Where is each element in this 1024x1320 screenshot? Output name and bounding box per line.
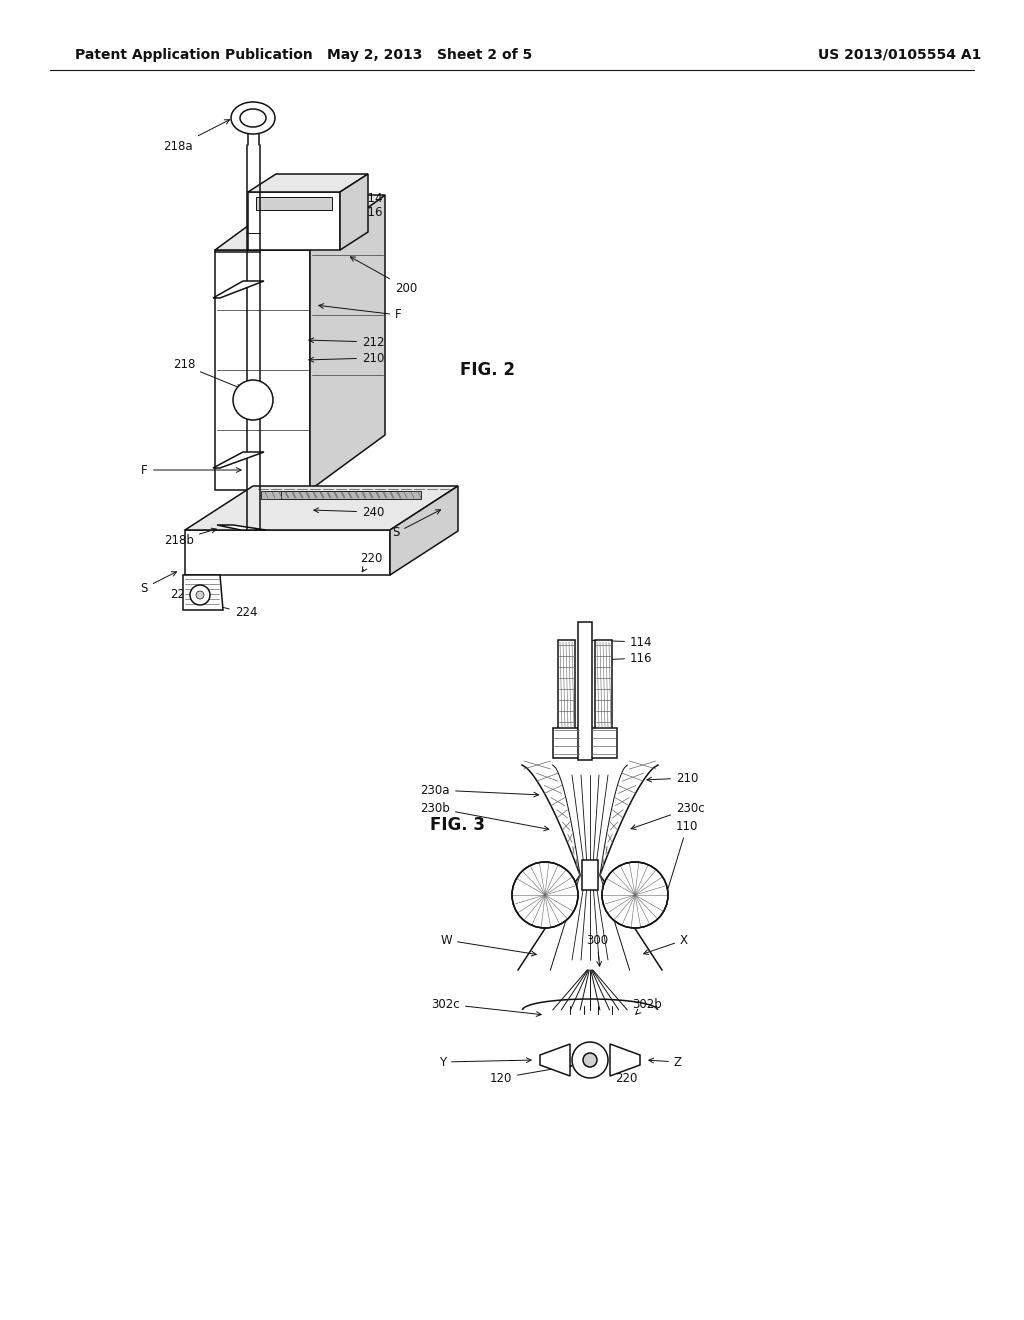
Text: US 2013/0105554 A1: US 2013/0105554 A1 xyxy=(818,48,982,62)
Polygon shape xyxy=(540,1044,570,1076)
Text: 220: 220 xyxy=(360,552,382,572)
Text: 120: 120 xyxy=(489,1064,572,1085)
Text: S: S xyxy=(140,572,176,594)
Text: 218: 218 xyxy=(173,359,242,389)
Text: 114: 114 xyxy=(586,635,652,648)
Circle shape xyxy=(233,380,273,420)
Text: 218b: 218b xyxy=(164,528,216,546)
Circle shape xyxy=(572,1041,608,1078)
Text: S: S xyxy=(392,510,440,540)
Polygon shape xyxy=(553,729,580,758)
Circle shape xyxy=(602,862,668,928)
Polygon shape xyxy=(558,640,575,730)
Polygon shape xyxy=(281,491,421,499)
Text: 240: 240 xyxy=(314,506,384,519)
Polygon shape xyxy=(610,1044,640,1076)
Text: 212: 212 xyxy=(309,335,384,348)
Polygon shape xyxy=(185,531,390,576)
Polygon shape xyxy=(215,195,385,249)
Text: F: F xyxy=(318,304,401,322)
Circle shape xyxy=(583,1053,597,1067)
Circle shape xyxy=(190,585,210,605)
Text: 230a: 230a xyxy=(421,784,539,797)
Polygon shape xyxy=(217,525,266,531)
Polygon shape xyxy=(310,195,385,490)
Text: 216: 216 xyxy=(313,206,383,228)
Text: 222: 222 xyxy=(171,589,193,602)
Text: FIG. 3: FIG. 3 xyxy=(430,816,485,834)
Text: 210: 210 xyxy=(309,351,384,364)
Polygon shape xyxy=(261,491,401,499)
Polygon shape xyxy=(213,451,264,469)
Polygon shape xyxy=(582,861,598,890)
Text: 302c: 302c xyxy=(431,998,541,1016)
Text: 214: 214 xyxy=(313,191,383,209)
Text: X: X xyxy=(644,933,688,954)
Text: 218a: 218a xyxy=(164,120,229,153)
Polygon shape xyxy=(595,640,612,730)
Polygon shape xyxy=(183,576,223,610)
Text: 230b: 230b xyxy=(420,801,549,830)
Text: 116: 116 xyxy=(603,652,652,664)
Text: 300: 300 xyxy=(586,933,608,966)
Polygon shape xyxy=(215,249,310,490)
Text: 230c: 230c xyxy=(631,801,705,829)
Polygon shape xyxy=(578,622,592,760)
Polygon shape xyxy=(590,729,617,758)
Text: Z: Z xyxy=(649,1056,682,1068)
Text: W: W xyxy=(440,933,537,956)
Polygon shape xyxy=(256,197,332,210)
Text: Patent Application Publication: Patent Application Publication xyxy=(75,48,312,62)
Circle shape xyxy=(196,591,204,599)
Text: F: F xyxy=(141,463,241,477)
Polygon shape xyxy=(248,174,368,191)
Text: 210: 210 xyxy=(647,771,698,784)
Text: 220: 220 xyxy=(612,1065,637,1085)
Polygon shape xyxy=(185,486,458,531)
Polygon shape xyxy=(213,281,264,298)
Text: May 2, 2013   Sheet 2 of 5: May 2, 2013 Sheet 2 of 5 xyxy=(328,48,532,62)
Text: 200: 200 xyxy=(350,257,417,294)
Text: 110: 110 xyxy=(664,820,698,902)
Text: Y: Y xyxy=(439,1056,531,1068)
Polygon shape xyxy=(340,174,368,249)
Circle shape xyxy=(512,862,578,928)
Text: 224: 224 xyxy=(209,603,257,619)
Polygon shape xyxy=(390,486,458,576)
Polygon shape xyxy=(248,191,340,249)
Text: FIG. 2: FIG. 2 xyxy=(460,360,515,379)
Text: 302b: 302b xyxy=(632,998,662,1014)
